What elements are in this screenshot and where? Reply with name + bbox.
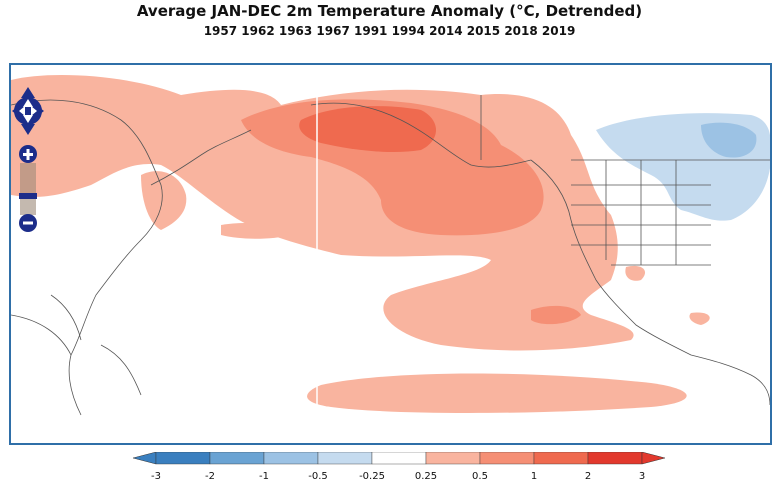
arrow-up-icon [23, 99, 33, 107]
pan-right-icon [35, 104, 44, 118]
legend-tick-label: 2 [584, 471, 592, 482]
anomaly-shading-strong-warm [299, 106, 436, 153]
legend-tick-label: 1 [530, 471, 538, 482]
legend-swatch [263, 452, 319, 465]
anomaly-map [11, 65, 770, 443]
legend-swatch [209, 452, 265, 465]
arrow-left-icon [19, 106, 25, 116]
arrow-down-icon [23, 115, 33, 123]
legend-tick-label: 0.25 [414, 471, 438, 482]
pan-up-icon [21, 87, 35, 98]
pan-left-icon [12, 104, 21, 118]
color-legend: -3 -2 -1 -0.5 -0.25 0.25 0.5 1 2 3 [133, 452, 665, 482]
legend-tick-label: 0.5 [472, 471, 488, 482]
anomaly-shading-medium-cool [701, 122, 757, 158]
zoom-slider-handle [19, 193, 37, 199]
legend-arrow-low [133, 452, 157, 465]
legend-arrow-high [641, 452, 665, 465]
legend-swatch [371, 452, 427, 465]
minus-icon [23, 221, 33, 225]
zoom-slider-track [20, 163, 36, 215]
legend-swatch [479, 452, 535, 465]
pan-control[interactable] [11, 85, 45, 137]
legend-tick-label: -0.25 [359, 471, 385, 482]
legend-tick-label: -0.5 [308, 471, 328, 482]
zoom-control[interactable] [17, 143, 39, 235]
legend-tick-label: -1 [259, 471, 269, 482]
legend-tick-label: -3 [151, 471, 161, 482]
map-navigation [11, 85, 45, 235]
coastlines [11, 95, 770, 416]
map-subtitle-years: 1957 1962 1963 1967 1991 1994 2014 2015 … [203, 24, 576, 38]
legend-swatch [587, 452, 643, 465]
map-viewport[interactable] [9, 63, 772, 445]
arrow-right-icon [31, 106, 37, 116]
pan-down-icon [21, 124, 35, 135]
legend-swatch [317, 452, 373, 465]
legend-swatch [425, 452, 481, 465]
legend-swatch [155, 452, 211, 465]
legend-swatch [533, 452, 589, 465]
legend-colorbar [133, 452, 665, 465]
map-title: Average JAN-DEC 2m Temperature Anomaly (… [136, 2, 643, 20]
legend-tick-label: -2 [205, 471, 215, 482]
legend-tick-label: 3 [638, 471, 646, 482]
